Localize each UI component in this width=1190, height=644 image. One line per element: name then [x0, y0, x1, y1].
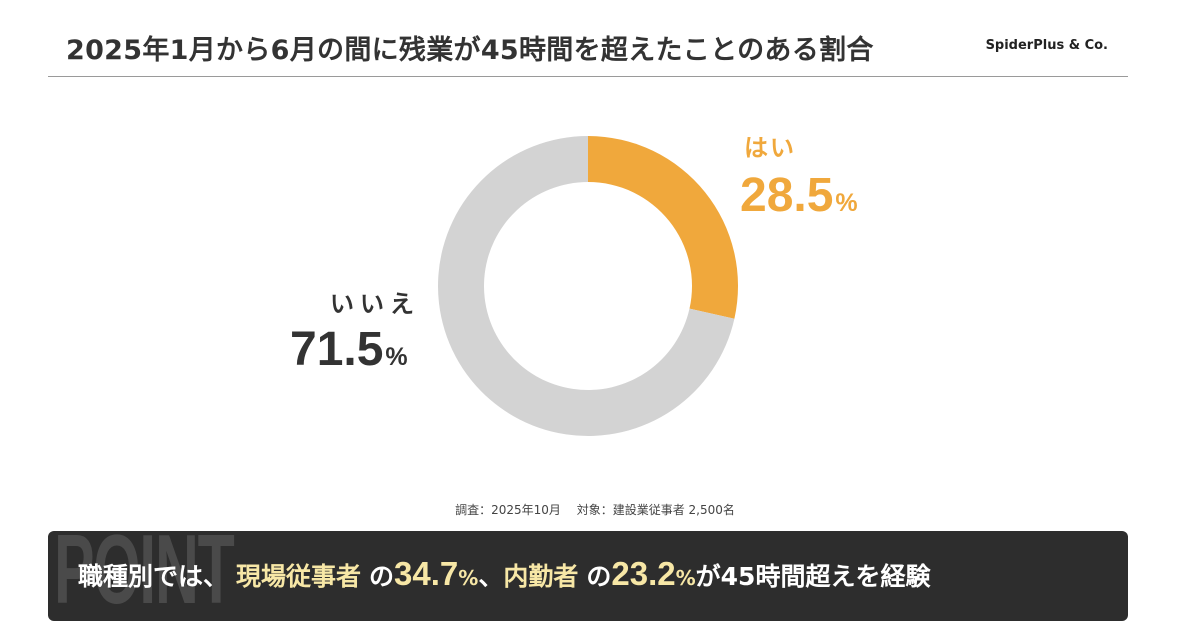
donut-slice-yes	[588, 136, 738, 319]
donut-slice-no	[438, 136, 735, 437]
slice-value-no: 71.5%	[290, 322, 408, 377]
page-title: 2025年1月から6月の間に残業が45時間を超えたことのある割合	[66, 35, 874, 66]
point-value-1: 34.7	[394, 555, 459, 592]
point-separator: 、	[478, 562, 504, 591]
slice-value-yes: 28.5%	[740, 168, 858, 223]
point-value-2: 23.2	[611, 555, 676, 592]
point-lead: 職種別では、	[78, 562, 229, 591]
point-group-2: 内勤者	[503, 562, 579, 591]
point-text: 職種別では、 現場従事者 の34.7%、内勤者 の23.2%が45時間超えを経験	[78, 555, 930, 593]
slice-value-yes-number: 28.5	[740, 169, 834, 222]
point-particle-2: の	[586, 562, 612, 591]
slice-value-yes-unit: %	[835, 189, 858, 217]
slice-value-no-number: 71.5	[290, 323, 384, 376]
point-tail: が45時間超えを経験	[695, 562, 931, 591]
donut-chart	[438, 136, 738, 437]
slice-label-no: いいえ	[330, 291, 420, 318]
point-group-1: 現場従事者	[236, 562, 362, 591]
brand-logo: SpiderPlus & Co.	[985, 38, 1108, 53]
survey-source-note: 調査：2025年10月 対象：建設業従事者 2,500名	[455, 503, 735, 517]
point-unit-1: %	[458, 566, 479, 590]
slice-value-no-unit: %	[385, 343, 408, 371]
point-watermark: POINT	[54, 531, 235, 621]
point-particle-1: の	[369, 562, 395, 591]
point-banner: POINT 職種別では、 現場従事者 の34.7%、内勤者 の23.2%が45時間超え…	[48, 531, 1128, 621]
point-unit-2: %	[675, 566, 696, 590]
header: 2025年1月から6月の間に残業が45時間を超えたことのある割合 SpiderP…	[48, 0, 1128, 77]
slice-label-yes: はい	[744, 135, 796, 162]
